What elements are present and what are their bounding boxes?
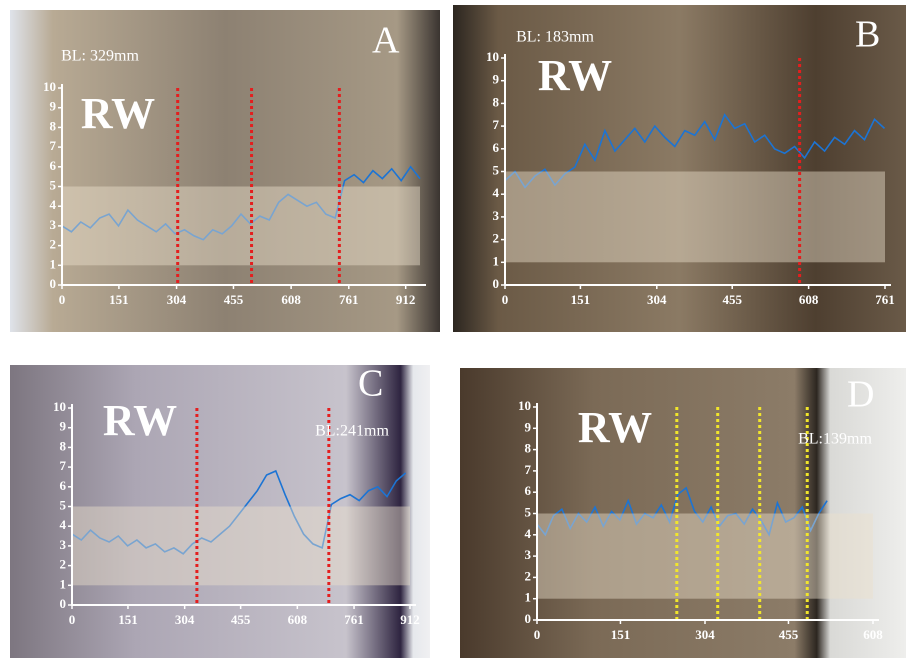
y-tick-label: 10	[486, 49, 499, 64]
y-tick-label: 8	[525, 441, 532, 456]
panel-letter: B	[855, 14, 880, 56]
x-tick-label: 304	[695, 627, 715, 642]
rw-label: RW	[538, 51, 612, 100]
y-tick-label: 8	[493, 94, 500, 109]
y-tick-label: 6	[493, 140, 500, 155]
x-tick-label: 0	[59, 292, 66, 307]
x-tick-label: 608	[281, 292, 301, 307]
y-tick-label: 3	[525, 547, 532, 562]
panel-letter: A	[372, 20, 400, 62]
y-tick-label: 5	[525, 504, 532, 519]
y-tick-label: 3	[493, 208, 500, 223]
y-tick-label: 1	[50, 256, 57, 271]
y-tick-label: 2	[60, 557, 67, 572]
y-tick-label: 0	[60, 596, 67, 611]
figure: 0123456789100151304455608761912ARWBL: 32…	[0, 0, 906, 661]
y-tick-label: 2	[493, 231, 500, 246]
x-tick-label: 608	[799, 292, 819, 307]
y-tick-label: 0	[493, 276, 500, 291]
x-tick-label: 761	[344, 612, 364, 627]
x-tick-label: 455	[231, 612, 251, 627]
x-tick-label: 761	[875, 292, 895, 307]
x-tick-label: 455	[722, 292, 742, 307]
y-tick-label: 6	[525, 483, 532, 498]
panel-letter: C	[358, 363, 383, 405]
y-tick-label: 10	[518, 398, 531, 413]
x-tick-label: 912	[396, 292, 416, 307]
y-tick-label: 5	[60, 497, 67, 512]
x-tick-label: 151	[571, 292, 591, 307]
y-tick-label: 0	[50, 276, 57, 291]
y-tick-label: 2	[525, 568, 532, 583]
shaded-band	[72, 507, 410, 586]
x-tick-label: 455	[779, 627, 799, 642]
y-tick-label: 7	[493, 117, 500, 132]
y-tick-label: 9	[60, 419, 67, 434]
y-tick-label: 8	[50, 118, 57, 133]
body-length-label: BL: 183mm	[516, 29, 594, 46]
body-length-label: BL:241mm	[315, 423, 389, 440]
x-tick-label: 608	[863, 627, 883, 642]
shaded-band	[537, 514, 873, 599]
x-tick-label: 304	[175, 612, 195, 627]
y-tick-label: 4	[493, 185, 500, 200]
y-tick-label: 9	[50, 99, 57, 114]
x-tick-label: 912	[400, 612, 420, 627]
x-tick-label: 151	[611, 627, 631, 642]
shaded-band	[505, 172, 885, 263]
body-length-label: BL: 329mm	[61, 48, 139, 65]
shaded-band	[62, 187, 420, 266]
y-tick-label: 6	[60, 478, 67, 493]
x-tick-label: 0	[502, 292, 509, 307]
y-tick-label: 0	[525, 611, 532, 626]
y-tick-label: 9	[525, 419, 532, 434]
y-tick-label: 1	[60, 576, 67, 591]
y-tick-label: 6	[50, 158, 57, 173]
x-tick-label: 455	[224, 292, 244, 307]
y-tick-label: 10	[53, 399, 66, 414]
y-tick-label: 2	[50, 237, 57, 252]
y-tick-label: 9	[493, 72, 500, 87]
x-tick-label: 151	[118, 612, 138, 627]
rw-label: RW	[578, 403, 652, 452]
y-tick-label: 1	[525, 590, 532, 605]
y-tick-label: 7	[60, 458, 67, 473]
x-tick-label: 0	[534, 627, 541, 642]
x-tick-label: 761	[339, 292, 359, 307]
panel-letter: D	[847, 374, 874, 416]
x-tick-label: 0	[69, 612, 76, 627]
y-tick-label: 7	[525, 462, 532, 477]
rw-label: RW	[103, 396, 177, 445]
y-tick-label: 4	[50, 197, 57, 212]
y-tick-label: 7	[50, 138, 57, 153]
rw-label: RW	[81, 89, 155, 138]
photo-background	[453, 5, 906, 332]
x-tick-label: 304	[167, 292, 187, 307]
x-tick-label: 608	[288, 612, 308, 627]
y-tick-label: 1	[493, 253, 500, 268]
y-tick-label: 3	[60, 537, 67, 552]
y-tick-label: 3	[50, 217, 57, 232]
y-tick-label: 4	[525, 526, 532, 541]
y-tick-label: 8	[60, 438, 67, 453]
x-tick-label: 304	[647, 292, 667, 307]
y-tick-label: 4	[60, 517, 67, 532]
y-tick-label: 5	[50, 177, 57, 192]
y-tick-label: 10	[43, 79, 56, 94]
body-length-label: BL:139mm	[798, 431, 872, 448]
x-tick-label: 151	[109, 292, 129, 307]
y-tick-label: 5	[493, 162, 500, 177]
